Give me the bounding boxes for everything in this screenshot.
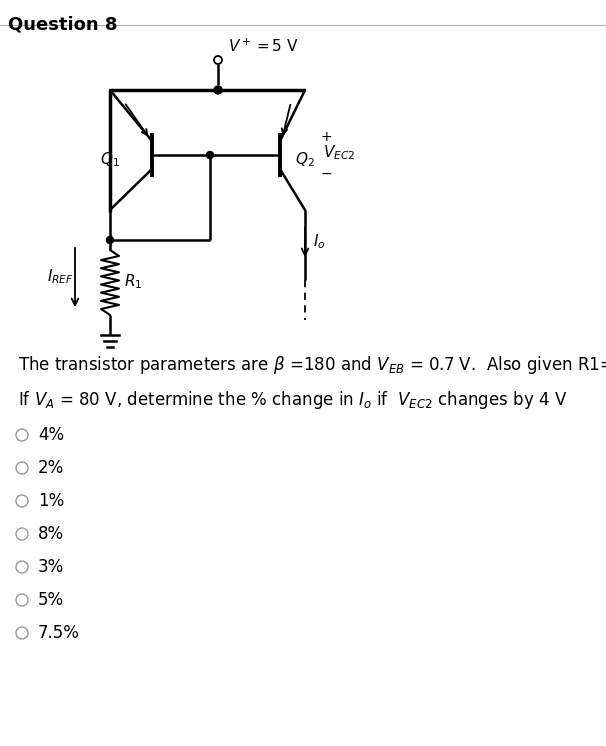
Text: $V_{EC2}$: $V_{EC2}$ bbox=[323, 144, 355, 163]
Text: $R_1$: $R_1$ bbox=[124, 272, 142, 292]
Text: 2%: 2% bbox=[38, 459, 64, 477]
Text: Question 8: Question 8 bbox=[8, 15, 118, 33]
Text: $I_{REF}$: $I_{REF}$ bbox=[47, 268, 74, 286]
Circle shape bbox=[214, 86, 222, 94]
Text: If $V_A$ = 80 V, determine the % change in $I_o$ if  $V_{EC2}$ changes by 4 V: If $V_A$ = 80 V, determine the % change … bbox=[18, 389, 567, 411]
Text: 5%: 5% bbox=[38, 591, 64, 609]
Text: $-$: $-$ bbox=[320, 166, 332, 180]
Circle shape bbox=[107, 236, 113, 243]
Text: $Q_2$: $Q_2$ bbox=[295, 151, 315, 169]
Text: The transistor parameters are $\beta$ =180 and $V_{EB}$ = 0.7 V.  Also given R1=: The transistor parameters are $\beta$ =1… bbox=[18, 354, 606, 376]
Text: 1%: 1% bbox=[38, 492, 64, 510]
Circle shape bbox=[207, 151, 213, 158]
Text: $I_o$: $I_o$ bbox=[313, 233, 325, 251]
Text: $Q_1$: $Q_1$ bbox=[100, 151, 120, 169]
Text: +: + bbox=[320, 130, 331, 144]
Text: $V^+ = 5$ V: $V^+ = 5$ V bbox=[228, 38, 299, 55]
Text: 3%: 3% bbox=[38, 558, 64, 576]
Text: 7.5%: 7.5% bbox=[38, 624, 80, 642]
Text: 8%: 8% bbox=[38, 525, 64, 543]
Text: 4%: 4% bbox=[38, 426, 64, 444]
